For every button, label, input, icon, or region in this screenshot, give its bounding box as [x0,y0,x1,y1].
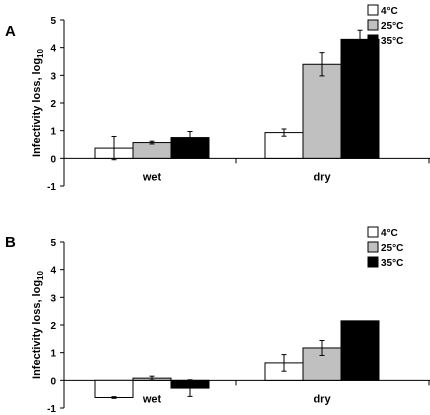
legend: 4°C 25°C 35°C [367,226,403,269]
legend-label-1: 25°C [381,21,403,32]
panel-label: B [5,234,16,251]
chart-panel-b: B Infectivity loss, log10 -1 0 1 2 3 4 5 wet dry 4°… [5,226,430,415]
chart-panel-a: A Infectivity loss, log10 -1 0 1 2 3 4 5 wet dry 4°… [5,4,430,193]
panel-label: A [5,23,16,40]
bar-dry-series-2 [340,38,380,159]
y-axis-label: Infectivity loss, log10 [31,270,45,378]
y-tick-label: 5 [50,238,56,249]
bar-dry-series-1 [302,63,342,159]
legend-swatch-0 [367,226,379,238]
bar-wet-series-0 [94,379,134,398]
y-tick-label: 3 [50,71,56,82]
legend-swatch-2 [367,34,379,46]
legend-swatch-0 [367,4,379,16]
y-tick-label: 0 [50,376,56,387]
y-axis-label-subscript: 10 [36,48,45,57]
category-label-wet: wet [142,393,162,405]
y-axis-label: Infectivity loss, log10 [31,48,45,156]
legend: 4°C 25°C 35°C [367,4,403,47]
y-tick-label: -1 [47,182,56,193]
y-tick-label: -1 [47,404,56,415]
category-label-wet: wet [142,171,162,183]
y-axis-label-main: Infectivity loss, log [31,58,43,157]
legend-label-2: 35°C [381,36,403,47]
bar-dry-series-2 [340,320,380,381]
y-axis-label-subscript: 10 [36,270,45,279]
y-tick-label: 2 [50,321,56,332]
y-tick-label: 1 [50,127,56,138]
y-tick-label: 4 [50,266,56,277]
category-label-dry: dry [313,171,331,183]
legend-swatch-1 [367,19,379,31]
y-tick-label: 2 [50,99,56,110]
y-tick-label: 1 [50,349,56,360]
y-tick-label: 4 [50,44,56,55]
legend-swatch-2 [367,256,379,268]
y-axis-label-main: Infectivity loss, log [31,280,43,379]
legend-swatch-1 [367,241,379,253]
bar-wet-series-1 [132,142,172,159]
category-label-dry: dry [313,393,331,405]
legend-label-2: 35°C [381,258,403,269]
y-tick-label: 3 [50,293,56,304]
y-tick-label: 5 [50,16,56,27]
legend-label-0: 4°C [381,228,398,239]
legend-label-0: 4°C [381,6,398,17]
legend-label-1: 25°C [381,243,403,254]
y-tick-label: 0 [50,154,56,165]
